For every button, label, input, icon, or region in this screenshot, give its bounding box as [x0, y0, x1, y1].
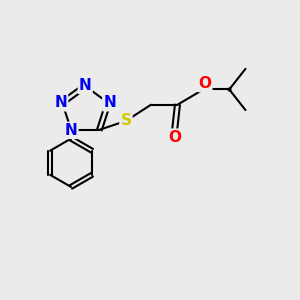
Text: N: N [79, 78, 92, 93]
Text: N: N [54, 95, 67, 110]
Text: N: N [65, 123, 77, 138]
Text: O: O [198, 76, 211, 91]
Text: N: N [103, 95, 116, 110]
Text: S: S [120, 113, 131, 128]
Text: O: O [168, 130, 181, 145]
